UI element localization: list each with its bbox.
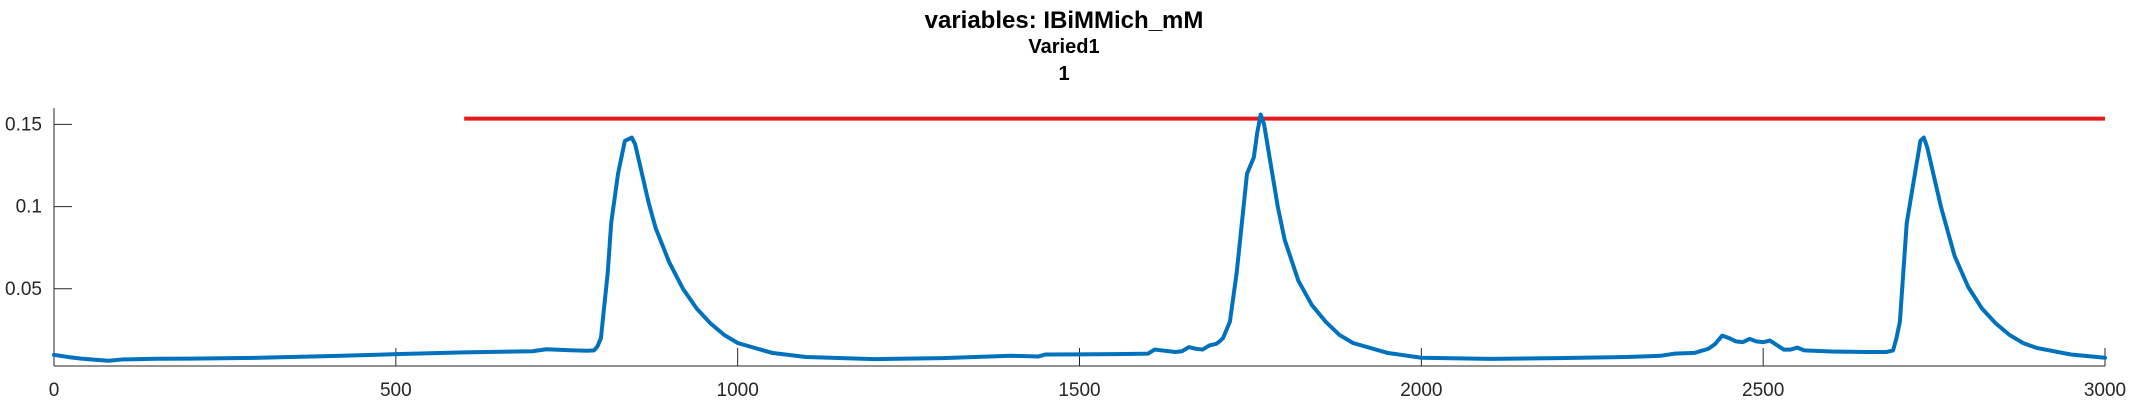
y-ticks: 0.05 0.1 0.15 (5, 114, 72, 300)
chart-subtitle: Varied1 (1028, 36, 1099, 58)
y-tick-label: 0.1 (16, 197, 42, 218)
plot-series (52, 112, 2107, 363)
x-ticks: 0 500 1000 1500 2000 2500 3000 (49, 348, 2126, 400)
y-tick-label: 0.15 (5, 114, 42, 135)
x-tick-label: 2500 (1742, 380, 1784, 400)
x-tick-label: 500 (380, 380, 412, 400)
chart-subtitle-2: 1 (1058, 63, 1069, 85)
x-tick-label: 1500 (1058, 380, 1100, 400)
chart-title: variables: IBiMMich_mM (925, 7, 1204, 34)
x-tick-label: 0 (49, 380, 60, 400)
series-line (52, 112, 2107, 363)
axes (53, 108, 2105, 367)
x-tick-label: 2000 (1400, 380, 1442, 400)
x-tick-label: 3000 (2084, 380, 2126, 400)
x-tick-label: 1000 (717, 380, 759, 400)
y-tick-label: 0.05 (5, 279, 42, 300)
